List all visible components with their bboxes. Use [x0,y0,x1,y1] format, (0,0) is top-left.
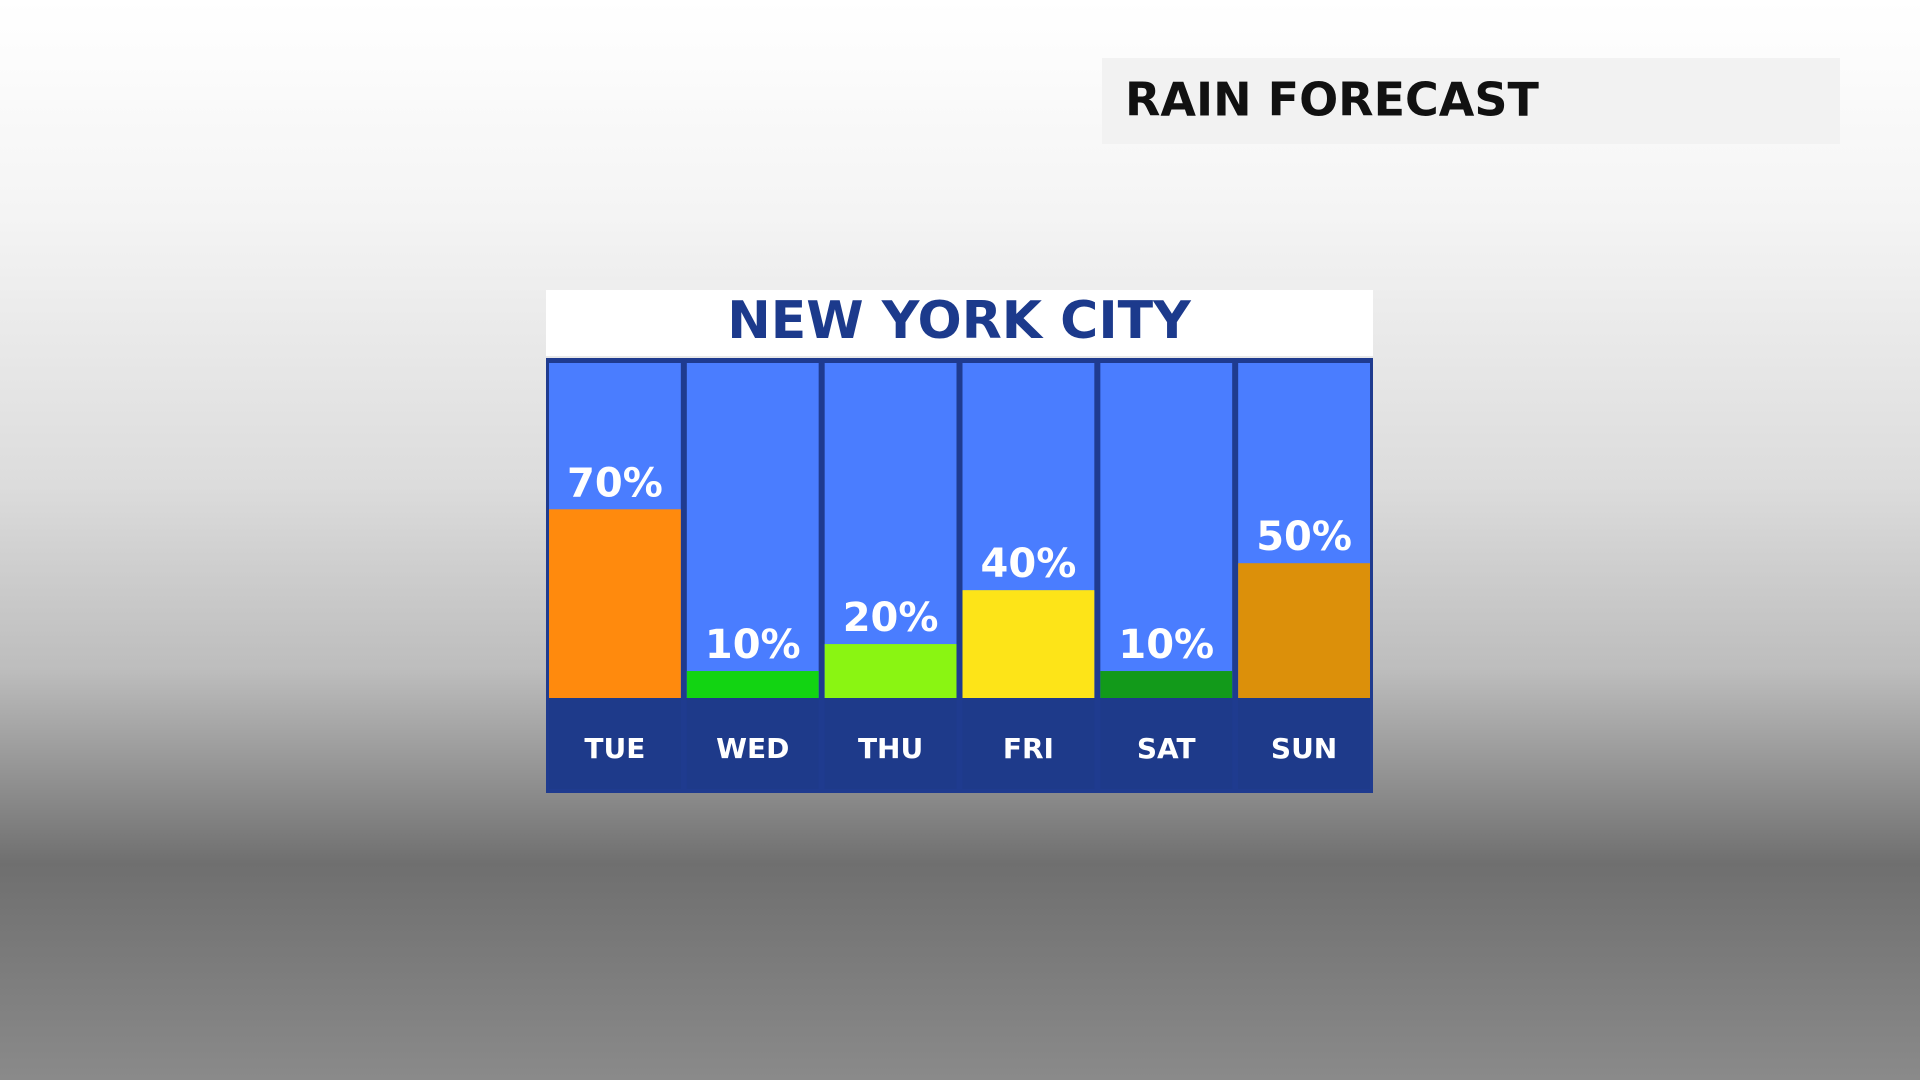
x-tick-label: TUE [584,732,645,765]
bar [1238,563,1370,698]
bar [549,509,681,698]
value-label: 70% [567,460,663,506]
day-band [686,698,819,789]
day-band [824,698,957,789]
day-band [1100,698,1233,789]
x-tick-label: WED [716,732,789,765]
column [686,363,819,698]
title-box [546,290,1373,356]
day-band [962,698,1095,789]
x-tick-label: SUN [1271,732,1337,765]
header-box [1102,58,1840,144]
value-label: 40% [981,541,1077,587]
value-label: 50% [1256,514,1352,560]
bar [686,671,819,698]
day-band [549,698,681,789]
bar [824,644,957,698]
header-title: RAIN FORECAST [1125,73,1540,127]
x-tick-label: FRI [1003,732,1054,765]
bar [1100,671,1233,698]
chart-title: NEW YORK CITY [727,291,1192,351]
x-tick-label: THU [858,732,923,765]
column [1100,363,1233,698]
bar [962,590,1095,698]
day-band [1238,698,1370,789]
x-tick-label: SAT [1137,732,1196,765]
panel [546,358,1373,793]
column [824,363,957,698]
value-label: 20% [843,595,939,641]
value-label: 10% [705,622,801,668]
value-label: 10% [1118,622,1214,668]
